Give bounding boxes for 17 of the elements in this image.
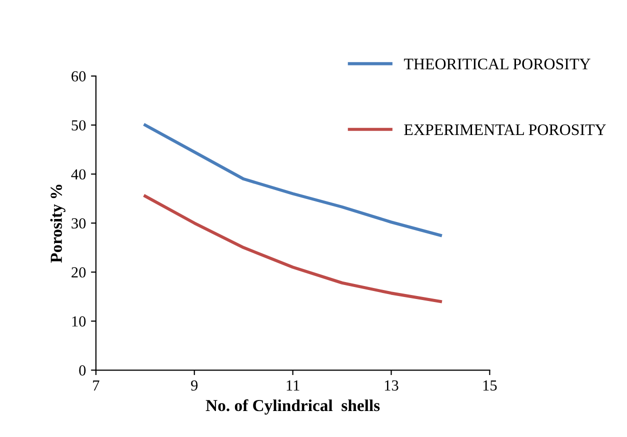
- y-tick-label: 0: [79, 365, 86, 376]
- y-tick-label: 20: [72, 267, 86, 278]
- y-tick-label: 30: [72, 218, 86, 229]
- x-tick-label: 11: [286, 380, 300, 390]
- y-tick-label: 10: [72, 316, 86, 327]
- y-axis-title: Porosity %: [50, 184, 66, 263]
- y-tick-label: 60: [72, 71, 86, 82]
- y-tick-label: 40: [71, 169, 86, 180]
- legend-label: THEORITICAL POROSITY: [404, 58, 590, 70]
- x-tick-label: 13: [384, 380, 398, 391]
- y-tick-label: 50: [72, 120, 86, 131]
- line-series: [144, 194, 442, 304]
- x-tick-label: 7: [93, 380, 100, 390]
- x-tick-label: 15: [483, 380, 497, 391]
- x-axis-title: No. of Cylindrical shells: [206, 399, 380, 415]
- x-tick-label: 9: [191, 380, 198, 391]
- legend-label: EXPERIMENTAL POROSITY: [404, 124, 606, 136]
